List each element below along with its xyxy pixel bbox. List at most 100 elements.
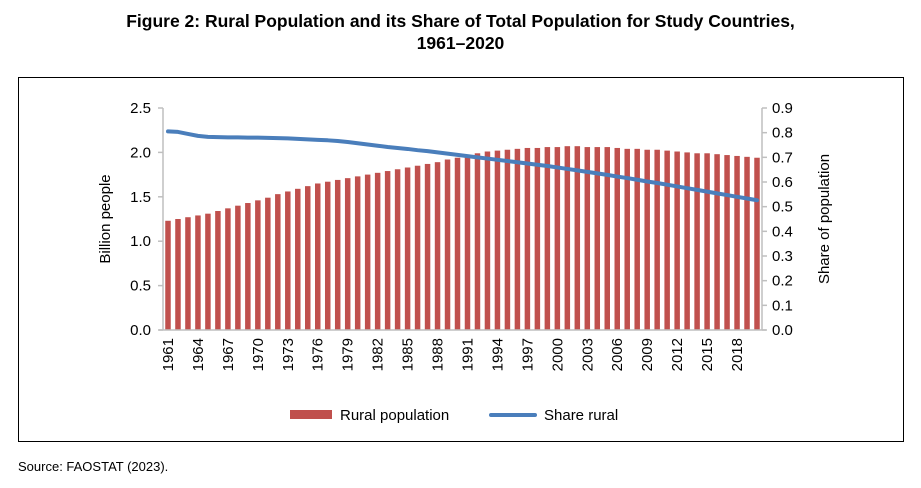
- bar-2001: [564, 146, 571, 330]
- left-tick-label: 2.0: [130, 144, 151, 161]
- right-tick-label: 0.6: [772, 174, 793, 191]
- bar-1963: [185, 217, 191, 330]
- bar-1986: [414, 165, 421, 330]
- right-axis-ticks: 0.0 0.1 0.2 0.3 0.4 0.5 0.6 0.7 0.8 0.9: [762, 100, 793, 339]
- bar-1998: [534, 147, 541, 330]
- x-tick-label: 2012: [669, 338, 686, 371]
- x-tick-label: 1964: [190, 338, 207, 371]
- bar-2009: [644, 149, 650, 330]
- bar-2019: [744, 156, 750, 330]
- x-tick-label: 1967: [220, 338, 237, 371]
- bar-1992: [474, 153, 481, 330]
- bar-2020: [754, 157, 760, 330]
- bar-1997: [524, 147, 531, 330]
- bar-1982: [374, 172, 381, 330]
- x-tick-label: 2015: [699, 338, 716, 371]
- bar-2000: [554, 147, 561, 330]
- left-axis-ticks: 0.0 0.5 1.0 1.5 2.0 2.5: [130, 100, 163, 339]
- bar-1969: [245, 203, 251, 330]
- bar-2013: [684, 152, 690, 330]
- right-tick-label: 0.7: [772, 149, 793, 166]
- left-tick-label: 0.5: [130, 278, 151, 295]
- bar-1968: [235, 205, 241, 330]
- x-tick-label: 1982: [370, 338, 387, 371]
- x-tick-label: 1988: [430, 338, 447, 371]
- x-tick-label: 1970: [250, 338, 267, 371]
- bar-1980: [354, 176, 361, 330]
- bar-1981: [364, 174, 371, 330]
- bar-1973: [285, 191, 291, 330]
- bar-2004: [594, 147, 601, 330]
- bar-2002: [574, 146, 581, 330]
- right-tick-label: 0.9: [772, 100, 793, 117]
- bar-1964: [195, 215, 201, 330]
- line-series-share-rural: [165, 129, 760, 203]
- bar-2005: [604, 147, 610, 330]
- bar-1967: [225, 208, 231, 330]
- bar-1976: [315, 183, 321, 330]
- bar-1983: [384, 171, 391, 330]
- bar-2015: [704, 153, 710, 330]
- x-tick-label: 1976: [310, 338, 327, 371]
- bar-1985: [404, 167, 411, 330]
- bar-1961: [165, 220, 171, 330]
- figure-title: Figure 2: Rural Population and its Share…: [0, 10, 921, 54]
- bar-1989: [444, 159, 451, 330]
- bar-1988: [434, 162, 441, 330]
- x-tick-label: 1973: [280, 338, 297, 371]
- bar-1975: [305, 186, 311, 330]
- x-tick-label: 1979: [340, 338, 357, 371]
- bar-2010: [654, 149, 660, 330]
- bar-1978: [334, 179, 341, 330]
- bar-1966: [215, 211, 221, 330]
- legend-label-share-rural: Share rural: [544, 407, 618, 424]
- x-tick-label: 2003: [579, 338, 596, 371]
- x-tick-label: 2006: [609, 338, 626, 371]
- x-tick-label: 2009: [639, 338, 656, 371]
- right-tick-label: 0.0: [772, 322, 793, 339]
- x-tick-label: 1997: [519, 338, 536, 371]
- x-tick-label: 2000: [549, 338, 566, 371]
- bar-1994: [494, 150, 501, 330]
- bar-1965: [205, 213, 211, 330]
- bar-1979: [344, 178, 351, 330]
- bar-1991: [464, 155, 471, 330]
- figure-title-line1: Figure 2: Rural Population and its Share…: [126, 11, 795, 31]
- left-tick-label: 0.0: [130, 322, 151, 339]
- left-tick-label: 1.5: [130, 189, 151, 206]
- axes: [159, 108, 766, 331]
- bar-1962: [175, 219, 181, 330]
- right-axis-title: Share of population: [816, 154, 833, 284]
- bar-1987: [424, 163, 431, 330]
- bar-1972: [275, 194, 281, 330]
- bar-2017: [724, 155, 730, 330]
- bar-2008: [634, 148, 640, 330]
- bar-1993: [484, 151, 491, 330]
- bar-2012: [674, 151, 680, 330]
- right-tick-label: 0.1: [772, 297, 793, 314]
- right-tick-label: 0.3: [772, 248, 793, 265]
- bar-1984: [394, 169, 401, 330]
- bar-2003: [584, 147, 591, 330]
- bar-1995: [504, 149, 511, 330]
- figure-title-line2: 1961–2020: [416, 33, 505, 53]
- x-tick-label: 1994: [489, 338, 506, 371]
- bar-2011: [664, 150, 670, 330]
- right-tick-label: 0.2: [772, 273, 793, 290]
- legend-label-rural-population: Rural population: [340, 407, 449, 424]
- x-tick-label: 1985: [400, 338, 417, 371]
- bar-1977: [324, 181, 331, 330]
- x-tick-label: 2018: [729, 338, 746, 371]
- bar-2007: [624, 148, 630, 330]
- right-tick-label: 0.4: [772, 223, 793, 240]
- left-tick-label: 1.0: [130, 233, 151, 250]
- bar-1990: [454, 157, 461, 330]
- figure-source: Source: FAOSTAT (2023).: [18, 459, 169, 474]
- bar-1999: [544, 147, 551, 330]
- right-tick-label: 0.8: [772, 125, 793, 142]
- bar-1974: [295, 188, 301, 330]
- bar-series-rural-population: [165, 146, 760, 330]
- x-tick-label: 1961: [160, 338, 177, 371]
- bar-2016: [714, 154, 720, 330]
